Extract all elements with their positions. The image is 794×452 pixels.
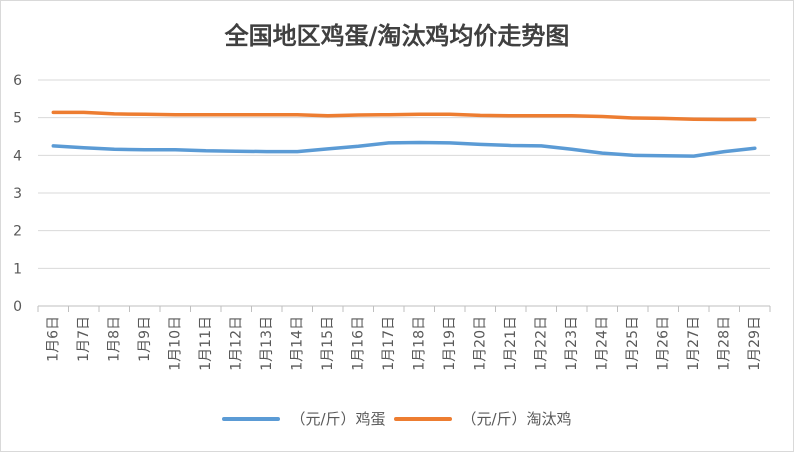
- x-tick-label: 1月24日: [594, 316, 610, 371]
- legend-item-egg: （元/斤）鸡蛋: [222, 408, 386, 429]
- series-line-culled-hen: [51, 110, 757, 122]
- x-tick-label: 1月17日: [381, 316, 397, 371]
- x-tick-label: 1月11日: [198, 316, 214, 371]
- y-tick-label: 0: [13, 299, 22, 315]
- x-tick-label: 1月12日: [228, 316, 244, 371]
- legend-swatch-egg: [222, 416, 281, 421]
- x-tick-label: 1月15日: [320, 316, 336, 371]
- y-tick-label: 5: [13, 111, 22, 127]
- x-tick-label: 1月28日: [716, 316, 732, 371]
- x-tick-label: 1月19日: [442, 316, 458, 371]
- series-line-egg: [51, 140, 757, 158]
- x-tick-label: 1月8日: [106, 316, 122, 362]
- legend-label-culled-hen: （元/斤）淘汰鸡: [461, 410, 572, 428]
- legend: （元/斤）鸡蛋 （元/斤）淘汰鸡: [0, 408, 794, 429]
- y-tick-label: 2: [13, 224, 22, 240]
- x-tick-label: 1月14日: [289, 316, 305, 371]
- legend-swatch-culled-hen: [393, 416, 452, 421]
- legend-item-culled-hen: （元/斤）淘汰鸡: [393, 408, 572, 429]
- legend-label-egg: （元/斤）鸡蛋: [290, 410, 386, 428]
- y-tick-label: 1: [13, 261, 22, 277]
- x-tick-label: 1月23日: [564, 316, 580, 371]
- x-axis: 1月6日 1月7日 1月8日 1月9日 1月10日 1月11日 1月12日 1月13日 1月14…: [37, 305, 771, 371]
- x-tick-label: 1月22日: [533, 316, 549, 371]
- y-tick-label: 4: [13, 148, 22, 164]
- x-tick-label: 1月6日: [45, 316, 61, 362]
- x-tick-label: 1月29日: [747, 316, 763, 371]
- x-tick-label: 1月18日: [411, 316, 427, 371]
- x-tick-label: 1月21日: [503, 316, 519, 371]
- x-tick-label: 1月16日: [350, 316, 366, 371]
- x-tick-label: 1月13日: [259, 316, 275, 371]
- x-tick-label: 1月25日: [625, 316, 641, 371]
- x-tick-label: 1月9日: [137, 316, 153, 362]
- y-axis-ticks: 0 1 2 3 4 5 6: [13, 73, 22, 315]
- chart-title: 全国地区鸡蛋/淘汰鸡均价走势图: [224, 22, 570, 50]
- y-tick-label: 6: [13, 73, 22, 89]
- gridlines: [38, 79, 770, 269]
- x-tick-label: 1月26日: [655, 316, 671, 371]
- x-tick-label: 1月20日: [472, 316, 488, 371]
- x-tick-label: 1月27日: [686, 316, 702, 371]
- x-tick-label: 1月10日: [167, 316, 183, 371]
- x-tick-label: 1月7日: [76, 316, 92, 362]
- y-tick-label: 3: [13, 186, 22, 202]
- series-lines: [51, 110, 757, 158]
